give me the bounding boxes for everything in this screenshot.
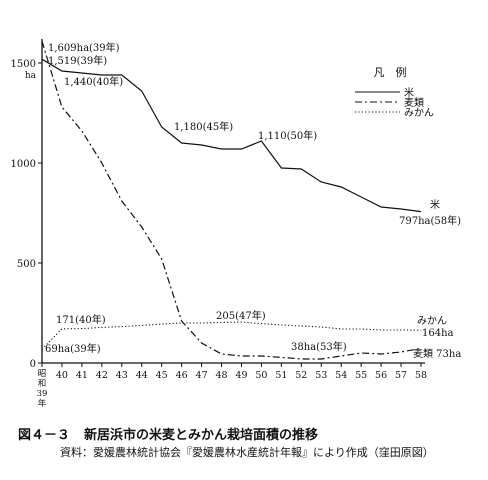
data-label: 797ha(58年) [399,214,461,227]
x-tick-label: 57 [395,370,407,381]
data-label: 1,440(40年) [64,75,123,88]
x-tick-label: 46 [176,370,188,381]
x-start-label: 39 [37,389,48,399]
x-tick-label: 50 [255,370,267,381]
series-line-1 [41,41,422,360]
legend-label-0: 米 [404,86,414,99]
y-tick-label: 1500 [11,59,36,70]
x-tick-label: 41 [76,370,88,381]
y-tick-label: 500 [17,259,36,270]
data-label: みかん [417,315,447,327]
x-tick-label: 58 [415,370,427,381]
x-tick-label: 54 [335,370,347,381]
data-label: 1,519(39年) [48,54,107,67]
series-line-2 [41,321,422,350]
x-start-label: 和 [38,379,47,389]
data-label: 1,180(45年) [174,120,233,133]
x-tick-label: 45 [156,370,168,381]
y-tick-label: 0 [30,359,36,370]
x-start-label: 年 [38,398,47,409]
x-tick-label: 40 [56,370,68,381]
data-label: 米 [430,198,440,211]
x-tick-label: 49 [235,370,247,381]
x-start-label: 昭 [38,369,47,379]
x-tick-label: 44 [136,370,148,381]
figure-caption: 図４－３ 新居浜市の米麦とみかん栽培面積の推移 [18,424,318,443]
data-label: 69ha(39年) [45,342,101,355]
legend-label-2: みかん [404,107,434,119]
x-tick-label: 42 [96,370,108,381]
series-line-0 [41,58,422,213]
data-label: 171(40年) [56,313,106,326]
data-label: 205(47年) [216,309,266,322]
figure-title: 新居浜市の米麦とみかん栽培面積の推移 [84,428,319,443]
x-tick-label: 43 [116,370,128,381]
legend-title: 凡 例 [374,65,407,79]
y-tick-label: 1000 [11,159,36,170]
legend-label-1: 麦類 [404,97,424,109]
x-tick-label: 51 [275,370,287,381]
x-tick-label: 55 [355,370,367,381]
x-tick-label: 53 [315,370,327,381]
data-label: 麦類 73ha [413,348,461,360]
x-tick-label: 56 [375,370,387,381]
figure-source: 資料：愛媛農林統計協会『愛媛農林水産統計年報』により作成（窪田原図） [60,446,434,459]
data-label: 164ha [422,328,454,339]
data-label: 1,110(50年) [258,129,317,142]
y-axis-unit: ha [25,71,37,81]
x-tick-label: 48 [215,370,227,381]
x-tick-label: 47 [196,370,208,381]
figure-number: 図４－３ [18,428,71,443]
x-tick-label: 52 [295,370,307,381]
data-label: 38ha(53年) [291,340,347,353]
data-label: 1,609ha(39年) [48,41,120,54]
